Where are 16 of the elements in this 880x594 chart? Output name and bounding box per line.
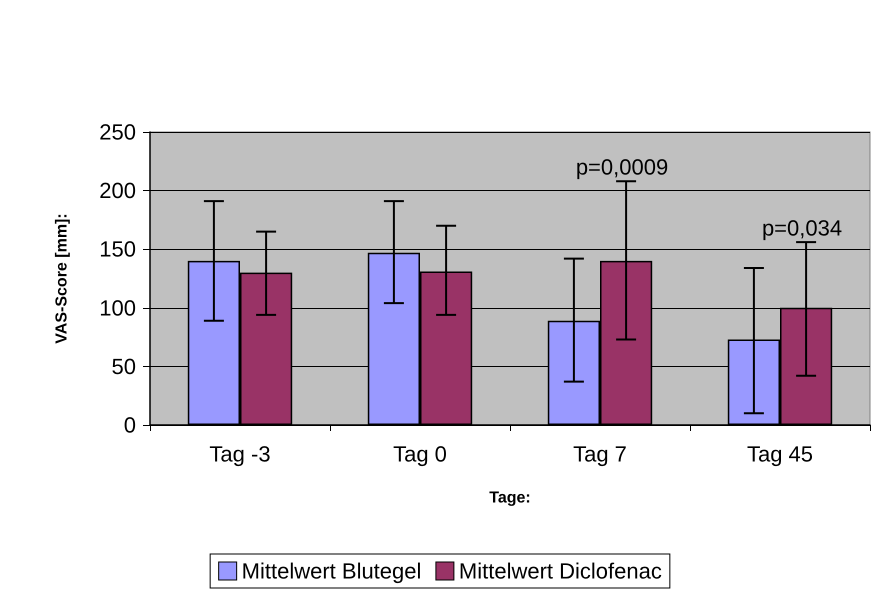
y-tick-label: 250 <box>99 120 136 144</box>
x-tick-label: Tag 45 <box>746 442 814 466</box>
y-tick-label: 100 <box>99 295 136 320</box>
legend-label: Mittelwert Blutegel <box>242 558 422 584</box>
y-tick-label: 200 <box>99 178 136 204</box>
y-tick-label: 150 <box>99 236 136 262</box>
x-tick-label: Tag 7 <box>573 442 627 466</box>
legend-label: Mittelwert Diclofenac <box>458 558 662 584</box>
x-tick-label: Tag -3 <box>209 442 271 466</box>
y-axis-title: VAS-Score [mm]: <box>54 213 70 344</box>
y-tick-label: 50 <box>112 354 136 379</box>
x-axis-title: Tage: <box>489 490 531 506</box>
x-tick-label: Tag 0 <box>393 442 447 466</box>
y-tick-label: 0 <box>124 412 136 438</box>
annotation: p=0,034 <box>762 216 842 241</box>
annotation: p=0,0009 <box>576 154 668 180</box>
